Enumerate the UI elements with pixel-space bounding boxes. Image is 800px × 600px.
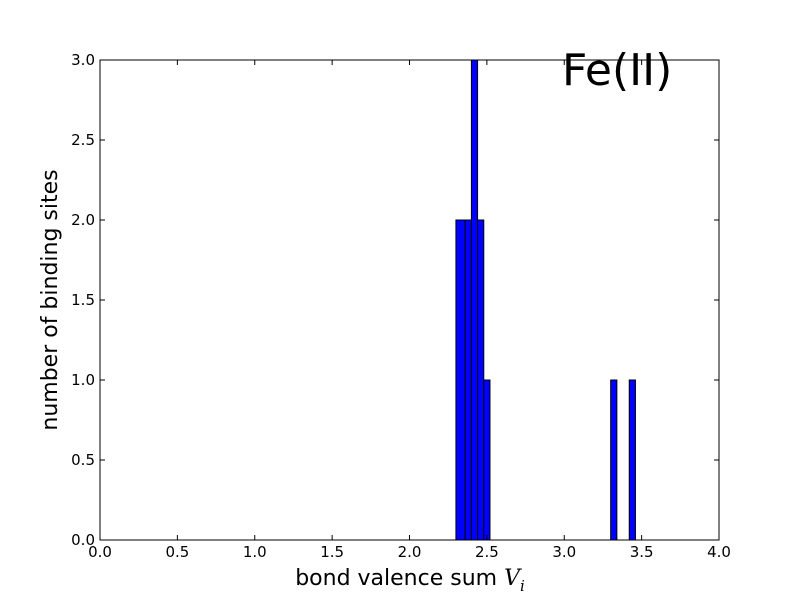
x-tick-label-5: 2.5 — [475, 543, 499, 561]
histogram-bar-5 — [483, 379, 491, 541]
annotation-label: Fe(II) — [562, 45, 672, 96]
tick-labels-group: 0.0 0.5 1.0 1.5 2.0 2.5 3.0 3.5 4.0 0.0 0.5 1.0 1.5 2… — [71, 51, 731, 561]
x-tick-label-4: 2.0 — [398, 543, 422, 561]
y-tick-label-1: 0.5 — [71, 451, 95, 469]
y-axis-label: number of binding sites — [38, 169, 63, 430]
x-tick-label-1: 0.5 — [165, 543, 189, 561]
y-tick-label-0: 0.0 — [71, 531, 95, 549]
y-tick-label-4: 2.0 — [71, 211, 95, 229]
x-tick-label-8: 4.0 — [707, 543, 731, 561]
y-tick-label-5: 2.5 — [71, 131, 95, 149]
histogram-bar-7 — [628, 379, 636, 541]
histogram-bar-1 — [455, 219, 466, 541]
x-tick-label-0: 0.0 — [88, 543, 112, 561]
plot-area — [100, 60, 719, 540]
histogram-bar-2 — [464, 219, 472, 541]
x-tick-label-7: 3.5 — [630, 543, 654, 561]
histogram-bar-4 — [477, 219, 485, 541]
x-axis-label: bond valence sum Vi — [295, 566, 525, 595]
y-tick-label-2: 1.0 — [71, 371, 95, 389]
histogram-bar-6 — [610, 379, 618, 541]
x-tick-label-6: 3.0 — [552, 543, 576, 561]
x-tick-label-2: 1.0 — [243, 543, 267, 561]
plot-frame — [99, 59, 720, 541]
y-tick-label-3: 1.5 — [71, 291, 95, 309]
y-tick-label-6: 3.0 — [71, 51, 95, 69]
histogram-bar-3 — [470, 59, 479, 541]
x-tick-label-3: 1.5 — [320, 543, 344, 561]
